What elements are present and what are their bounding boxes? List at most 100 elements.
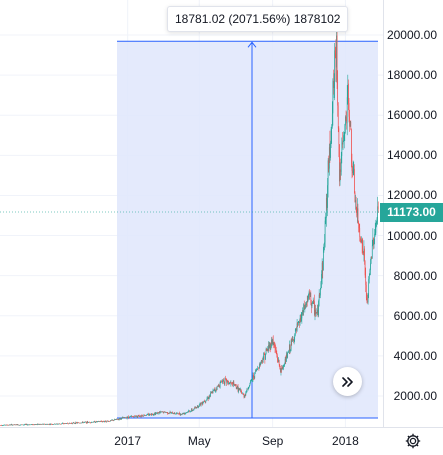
- candle-body: [92, 422, 94, 423]
- candle-body: [266, 348, 268, 351]
- candle-body: [343, 134, 345, 136]
- candle-body: [250, 379, 252, 381]
- candle-body: [201, 402, 202, 404]
- candle-body: [70, 423, 71, 424]
- candle-body: [184, 412, 186, 414]
- candle-body: [62, 423, 64, 424]
- candle-body: [171, 411, 173, 413]
- candle-body: [15, 424, 16, 426]
- candle-body: [44, 424, 46, 425]
- price-chart[interactable]: [0, 0, 443, 428]
- candle-body: [12, 424, 13, 426]
- candle-body: [346, 120, 347, 124]
- candle-body: [156, 412, 158, 414]
- candle-body: [92, 422, 93, 423]
- candle-body: [71, 423, 72, 424]
- candle-body: [327, 160, 329, 186]
- candle-body: [60, 423, 62, 425]
- candle-body: [338, 128, 340, 145]
- candle-body: [352, 170, 353, 174]
- candle-body: [151, 413, 153, 415]
- candle-body: [74, 423, 76, 424]
- candle-body: [285, 358, 287, 362]
- candle-body: [288, 344, 290, 352]
- candle-body: [254, 372, 256, 379]
- candle-body: [166, 412, 168, 413]
- candle-body: [178, 413, 179, 415]
- candle-body: [49, 424, 51, 425]
- candle-body: [55, 423, 57, 425]
- chart-settings-button[interactable]: [404, 432, 422, 450]
- candle-body: [229, 382, 231, 384]
- candle-body: [280, 368, 282, 372]
- candle-body: [57, 423, 59, 425]
- candle-body: [317, 309, 318, 313]
- candle-body: [13, 424, 15, 426]
- candle-body: [288, 351, 290, 352]
- candle-body: [303, 304, 305, 313]
- candle-body: [314, 301, 315, 315]
- candle-body: [15, 424, 17, 425]
- candle-body: [232, 383, 234, 387]
- candle-body: [334, 50, 336, 54]
- candle-body: [90, 422, 92, 424]
- candle-body: [241, 393, 243, 395]
- candle-body: [213, 390, 214, 391]
- candle-body: [126, 417, 127, 419]
- candle-body: [333, 80, 334, 88]
- candle-body: [278, 359, 279, 362]
- candle-body: [114, 419, 115, 421]
- candle-body: [256, 369, 258, 370]
- candle-body: [39, 424, 41, 425]
- candle-body: [258, 368, 260, 369]
- candle-body: [148, 414, 150, 416]
- candle-body: [62, 423, 63, 424]
- candle-body: [217, 386, 219, 387]
- candle-body: [277, 359, 279, 362]
- candle-body: [85, 421, 87, 423]
- candle-body: [173, 413, 174, 414]
- candle-body: [89, 421, 90, 423]
- candle-body: [121, 417, 123, 418]
- candle-body: [59, 423, 61, 425]
- candle-body: [293, 339, 294, 341]
- candle-body: [170, 412, 171, 413]
- candle-body: [20, 424, 22, 426]
- candle-body: [229, 382, 231, 384]
- candle-body: [261, 360, 263, 361]
- candle-body: [324, 220, 326, 243]
- candle-body: [187, 411, 189, 413]
- candle-body: [207, 397, 208, 399]
- candle-body: [166, 412, 167, 413]
- candle-body: [119, 418, 121, 420]
- candle-body: [351, 163, 353, 171]
- candle-body: [294, 329, 296, 335]
- candle-body: [47, 424, 49, 425]
- candle-body: [112, 419, 114, 421]
- candle-body: [162, 411, 164, 413]
- candle-body: [114, 419, 116, 420]
- chart-area[interactable]: [0, 0, 443, 428]
- candle-body: [188, 410, 189, 413]
- candle-body: [286, 354, 288, 358]
- candle-body: [353, 168, 355, 170]
- candle-body: [61, 423, 62, 425]
- scroll-to-realtime-button[interactable]: [333, 367, 362, 396]
- candle-body: [322, 262, 324, 271]
- candle-body: [107, 420, 108, 422]
- candle-body: [24, 424, 25, 426]
- candle-body: [146, 414, 148, 416]
- candle-body: [107, 421, 109, 422]
- candle-body: [197, 405, 199, 408]
- candle-body: [76, 422, 78, 424]
- candle-body: [328, 147, 330, 169]
- candle-body: [240, 389, 241, 391]
- candle-body: [326, 198, 328, 208]
- candle-body: [260, 362, 262, 365]
- price-axis-label: 18000.00: [386, 68, 437, 83]
- candle-body: [52, 424, 54, 425]
- candle-body: [89, 422, 91, 423]
- candle-body: [245, 392, 247, 396]
- candle-body: [83, 422, 85, 423]
- candle-body: [22, 424, 24, 426]
